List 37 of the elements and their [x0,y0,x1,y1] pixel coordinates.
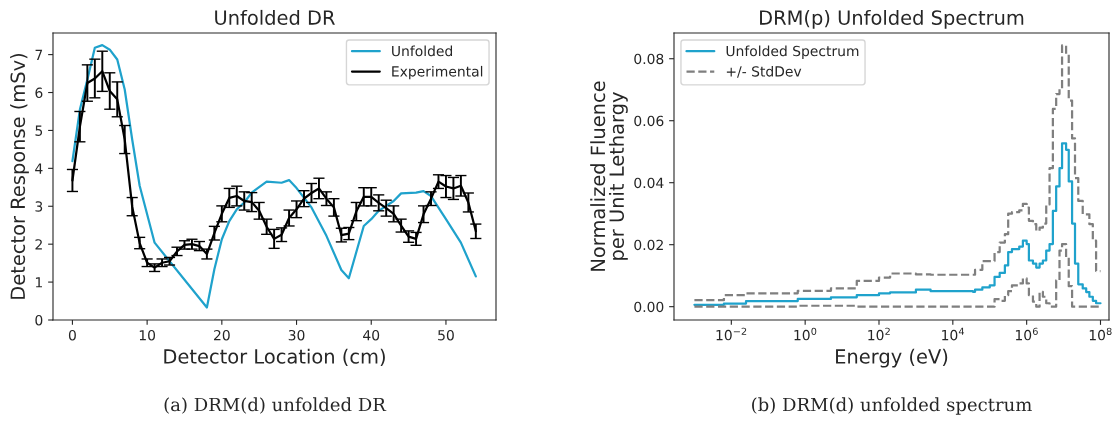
y-tick-label: 2 [35,239,42,250]
y-tick-label: 3 [35,201,43,212]
chart-title: DRM(p) Unfolded Spectrum [760,9,1024,29]
legend-label: Experimental [392,65,483,80]
x-tick-label: 10$^{8}$ [1089,327,1112,341]
y-tick-label: 0 [35,314,43,326]
y-tick-label: 0.08 [634,53,664,65]
text: (b) DRM(d) unfolded spectrum [752,397,1032,415]
x-tick-label: 10$^{4}$ [942,327,965,341]
y-axis-title: Normalized Fluence per Unit Lethargy [590,81,628,271]
legend-label: Unfolded Spectrum [726,45,859,59]
y-tick-label: 5 [35,125,43,136]
y-tick-label: 4 [35,163,43,174]
chart-title: Unfolded DR [215,9,335,25]
x-tick-label: 10$^{0}$ [794,327,817,341]
y-tick-label: 6 [35,87,43,98]
y-tick-label: 7 [35,49,43,60]
x-tick-label: 0 [68,329,76,341]
y-tick-label: 0.04 [634,177,664,189]
y-tick-label: 0.02 [634,239,663,251]
x-tick-label: 10$^{−2}$ [716,327,747,341]
x-axis-title: Energy (eV) [836,348,948,368]
x-tick-label: 30 [288,329,305,341]
y-tick-label: 0.06 [634,115,664,127]
x-tick-label: 10$^{6}$ [1015,327,1038,341]
x-tick-label: 10 [139,329,156,341]
x-axis-title: Detector Location (cm) [164,348,385,367]
x-tick-label: 20 [214,329,230,341]
x-tick-label: 40 [363,329,380,341]
text: (a) DRM(d) unfolded DR [164,397,387,414]
x-tick-label: 50 [438,329,454,341]
y-axis-title: Detector Response (mSv) [10,53,29,299]
y-tick-label: 1 [35,277,42,288]
legend-label: +/- StdDev [726,65,802,78]
y-tick-label: 0.00 [634,301,664,313]
legend-label: Unfolded [392,45,453,57]
x-tick-label: 10$^{2}$ [868,327,890,341]
